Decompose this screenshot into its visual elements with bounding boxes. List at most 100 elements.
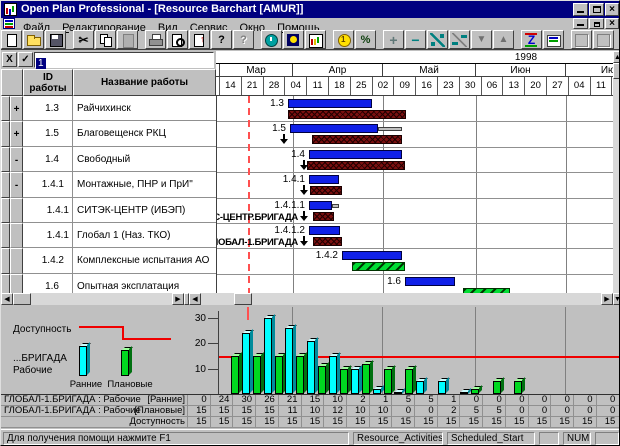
resources-button[interactable]	[283, 30, 304, 49]
work-name-cell[interactable]: Благовещенск РКЦ	[73, 121, 216, 147]
row-gutter[interactable]	[1, 248, 10, 274]
child-close-button[interactable]: ×	[605, 18, 619, 29]
gantt-bar-early[interactable]	[405, 276, 455, 286]
move-down-button[interactable]: ▼	[471, 30, 492, 49]
name-column-header[interactable]: Название работы	[73, 69, 216, 96]
left-horizontal-scrollbar[interactable]: ◀ ▶	[1, 293, 184, 305]
row-gutter[interactable]	[1, 273, 10, 293]
unlink-button[interactable]	[449, 30, 470, 49]
vscroll-thumb[interactable]	[613, 63, 619, 79]
expand-toggle[interactable]: +	[10, 121, 23, 147]
copy-button[interactable]	[95, 30, 116, 49]
work-name-cell[interactable]: Райчихинск	[73, 96, 216, 122]
gantt-bar-planned[interactable]	[312, 135, 402, 145]
id-column-header[interactable]: ID работы	[23, 69, 73, 96]
context-help-button[interactable]: ?	[233, 30, 254, 49]
expand-toggle[interactable]: +	[10, 96, 23, 122]
gantt-bar-early[interactable]	[309, 175, 339, 185]
sort-button[interactable]: Z	[521, 30, 542, 49]
work-name-cell[interactable]: Свободный	[73, 146, 216, 173]
help-button[interactable]: ?	[211, 30, 232, 49]
work-id-cell[interactable]: 1.4.2	[23, 248, 73, 274]
scroll-right-icon[interactable]: ▶	[601, 293, 613, 305]
work-id-cell[interactable]: 1.4	[23, 146, 73, 173]
work-name-cell[interactable]: Комплексные испытания АО	[73, 248, 216, 274]
expand-toggle[interactable]: -	[10, 172, 23, 198]
left-hscroll-thumb[interactable]	[13, 293, 31, 305]
bar-chart-button[interactable]	[305, 30, 326, 49]
expand-toggle[interactable]	[10, 273, 23, 293]
child-restore-button[interactable]	[589, 18, 604, 29]
percent-button[interactable]: %	[355, 30, 376, 49]
gantt-baseline-bar[interactable]	[378, 127, 402, 132]
work-id-cell[interactable]: 1.6	[23, 273, 73, 293]
expand-toggle[interactable]	[10, 197, 23, 223]
save-button[interactable]	[45, 30, 66, 49]
gantt-baseline-bar[interactable]	[332, 203, 339, 208]
table-view-button[interactable]	[543, 30, 564, 49]
work-id-cell[interactable]: 1.4.1	[23, 223, 73, 249]
gantt-bar-planned[interactable]	[288, 110, 406, 119]
right-horizontal-scrollbar[interactable]: ◀ ▶	[189, 293, 613, 305]
move-up-button[interactable]: ▲	[493, 30, 514, 49]
work-name-cell[interactable]: Опытная эксплатация сегмента	[73, 273, 216, 293]
edit-input[interactable]: 1	[34, 52, 214, 70]
cut-button[interactable]: ✂	[73, 30, 94, 49]
minimize-button[interactable]	[573, 3, 588, 16]
expand-toggle[interactable]	[10, 248, 23, 274]
scroll-up-icon[interactable]: ▲	[613, 51, 619, 63]
row-gutter[interactable]	[1, 172, 10, 198]
edit-confirm-button[interactable]: ✓	[18, 52, 33, 67]
app-icon[interactable]	[4, 3, 17, 16]
row-gutter[interactable]	[1, 197, 10, 223]
scroll-down-icon[interactable]: ▼	[613, 293, 619, 305]
new-button[interactable]	[1, 30, 22, 49]
right-hscroll-thumb[interactable]	[234, 293, 252, 305]
work-id-cell[interactable]: 1.4.1	[23, 172, 73, 198]
gantt-bar-early[interactable]	[288, 99, 372, 108]
document-icon[interactable]	[3, 18, 15, 29]
aux-1-button[interactable]	[571, 30, 592, 49]
scroll-left-icon[interactable]: ◀	[189, 293, 201, 305]
work-name-cell[interactable]: Монтажные, ПНР и ПрИ"	[73, 172, 216, 198]
gantt-bar-early[interactable]	[290, 124, 378, 134]
gantt-bar-planned-green[interactable]	[352, 262, 405, 272]
vertical-scrollbar[interactable]: ▲ ▼	[613, 51, 619, 305]
clock-button[interactable]	[261, 30, 282, 49]
expand-toggle[interactable]	[10, 223, 23, 249]
row-gutter[interactable]	[1, 121, 10, 147]
work-id-cell[interactable]: 1.3	[23, 96, 73, 122]
title-bar[interactable]: Open Plan Professional - [Resource Barch…	[1, 1, 619, 18]
pane-splitter[interactable]	[184, 293, 189, 305]
remove-button[interactable]: −	[405, 30, 426, 49]
scroll-left-icon[interactable]: ◀	[1, 293, 13, 305]
row-gutter[interactable]	[1, 96, 10, 122]
gantt-bar-planned-green[interactable]	[463, 287, 510, 293]
page-setup-button[interactable]: ↑	[189, 30, 210, 49]
gantt-bar-planned[interactable]	[307, 160, 405, 170]
gantt-bar-early[interactable]	[309, 149, 402, 159]
paste-button[interactable]	[117, 30, 138, 49]
close-button[interactable]: ×	[605, 3, 619, 16]
link-button[interactable]	[427, 30, 448, 49]
cost-button[interactable]: 1	[333, 30, 354, 49]
print-button[interactable]	[145, 30, 166, 49]
row-gutter[interactable]	[1, 223, 10, 249]
open-button[interactable]	[23, 30, 44, 49]
edit-cancel-button[interactable]: X	[2, 52, 17, 67]
gantt-bar-planned[interactable]	[310, 186, 342, 196]
work-name-cell[interactable]: СИТЭК-ЦЕНТР (ИБЭП)	[73, 197, 216, 223]
scroll-right-icon[interactable]: ▶	[172, 293, 184, 305]
work-id-cell[interactable]: 1.4.1	[23, 197, 73, 223]
print-preview-button[interactable]	[167, 30, 188, 49]
gantt-bar-planned[interactable]	[313, 237, 342, 246]
expand-toggle[interactable]: -	[10, 146, 23, 173]
gantt-bar-planned[interactable]	[313, 211, 334, 221]
gantt-bar-early[interactable]	[309, 200, 332, 210]
gantt-bar-early[interactable]	[309, 226, 340, 235]
work-name-cell[interactable]: Глобал 1 (Наз. ТКО)	[73, 223, 216, 249]
row-gutter[interactable]	[1, 146, 10, 173]
work-id-cell[interactable]: 1.5	[23, 121, 73, 147]
add-button[interactable]: +	[383, 30, 404, 49]
gantt-bar-early[interactable]	[342, 251, 402, 261]
